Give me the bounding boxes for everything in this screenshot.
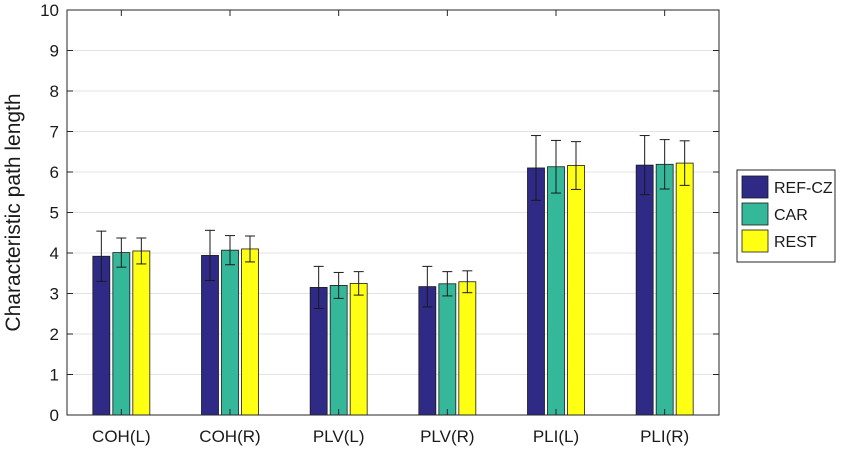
- y-tick-label: 0: [50, 406, 59, 425]
- y-tick-label: 7: [50, 123, 59, 142]
- bar-ref-cz-plir: [635, 164, 654, 416]
- y-tick-label: 2: [50, 325, 59, 344]
- bar-car-cohl: [112, 252, 131, 416]
- bar-rest-plir: [675, 162, 694, 416]
- bar-rest-cohr: [241, 248, 259, 416]
- bars: [92, 162, 694, 416]
- x-tick-label: PLV(R): [420, 427, 474, 446]
- bar-car-plir: [655, 163, 674, 416]
- x-tick-label: PLI(L): [533, 427, 579, 446]
- bar-ref-cz-plil: [527, 167, 545, 416]
- bar-car-cohr: [221, 249, 239, 416]
- y-tick-label: 9: [50, 42, 59, 61]
- x-tick-label: PLV(L): [313, 427, 365, 446]
- y-tick-label: 1: [50, 366, 59, 385]
- legend-label: REF-CZ: [774, 180, 833, 197]
- y-tick-label: 4: [50, 244, 59, 263]
- legend-swatch-ref-cz: [741, 175, 769, 199]
- x-axis-ticks: COH(L) COH(R) PLV(L) PLV(R) PLI(L) PLI(R): [92, 10, 689, 446]
- bar-car-plil: [547, 166, 565, 416]
- y-tick-label: 8: [50, 82, 59, 101]
- legend: REF-CZ CAR REST: [736, 169, 836, 263]
- bar-car-plvr: [438, 283, 457, 416]
- bar-rest-cohl: [132, 250, 151, 416]
- y-tick-label: 10: [40, 1, 59, 20]
- legend-label: CAR: [774, 207, 808, 224]
- x-tick-label: COH(R): [199, 427, 260, 446]
- y-tick-label: 5: [50, 204, 59, 223]
- x-tick-label: COH(L): [92, 427, 151, 446]
- bar-rest-plvr: [458, 281, 477, 416]
- x-tick-label: PLI(R): [640, 427, 689, 446]
- y-axis-label: Characteristic path length: [2, 93, 25, 331]
- legend-swatch-rest: [741, 229, 769, 253]
- legend-swatch-car: [741, 202, 769, 226]
- grid-lines: [67, 50, 719, 375]
- bar-rest-plil: [567, 165, 585, 416]
- y-tick-label: 3: [50, 285, 59, 304]
- legend-label: REST: [774, 234, 817, 251]
- bar-rest-plvl: [349, 282, 368, 416]
- y-tick-label: 6: [50, 163, 59, 182]
- error-bars: [96, 135, 690, 309]
- bar-car-plvl: [329, 284, 348, 416]
- y-axis-ticks: 0 1 2 3 4 5 6 7 8 9 10: [40, 1, 719, 425]
